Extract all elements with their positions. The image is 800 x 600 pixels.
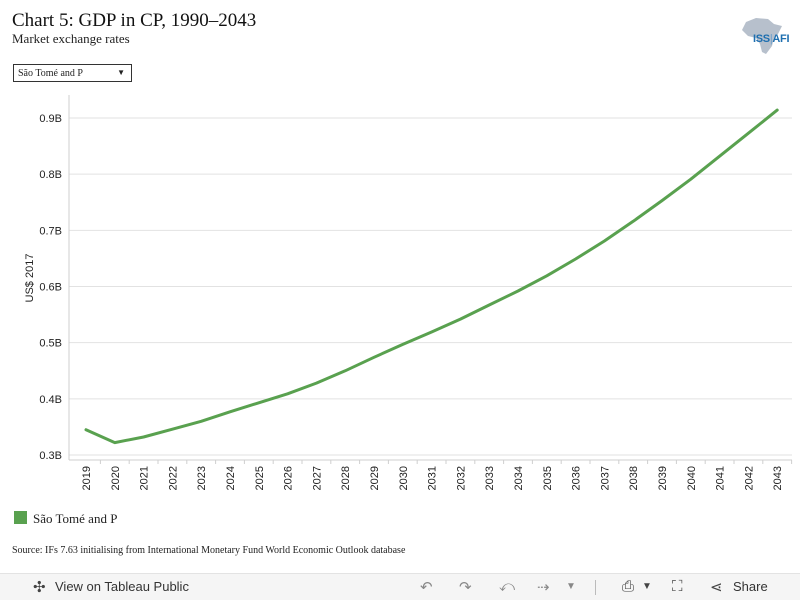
y-tick-label: 0.8B <box>39 169 62 181</box>
y-tick-label: 0.5B <box>39 338 62 350</box>
y-axis: 0.3B 0.4B 0.5B 0.6B 0.7B 0.8B 0.9B <box>39 95 70 462</box>
data-point[interactable] <box>286 392 289 395</box>
x-tick-label: 2019 <box>81 466 93 490</box>
data-point[interactable] <box>776 109 779 112</box>
grid-lines <box>69 117 792 456</box>
x-tick-label: 2036 <box>571 466 583 490</box>
data-point[interactable] <box>229 410 232 413</box>
chevron-down-icon: ▼ <box>117 68 125 77</box>
x-tick-label: 2025 <box>254 466 266 490</box>
data-point[interactable] <box>200 420 203 423</box>
x-tick-label: 2033 <box>484 466 496 490</box>
gdp-line-chart: 0.3B 0.4B 0.5B 0.6B 0.7B 0.8B 0.9B 2019 2020 202… <box>24 95 793 490</box>
data-point[interactable] <box>545 274 548 277</box>
data-point[interactable] <box>113 441 116 444</box>
x-axis: 2019 2020 2021 2022 2023 2024 2025 2026 2027 2028… <box>69 459 793 490</box>
data-point[interactable] <box>142 436 145 439</box>
series-lines <box>84 108 779 445</box>
legend-label: São Tomé and P <box>33 511 118 526</box>
y-tick-label: 0.3B <box>39 450 62 462</box>
data-point[interactable] <box>603 240 606 243</box>
revert-icon[interactable]: ⤺ <box>499 578 516 595</box>
legend-swatch <box>14 511 27 524</box>
toolbar-divider <box>595 580 596 595</box>
x-tick-label: 2031 <box>427 466 439 490</box>
share-button[interactable]: Share <box>733 579 768 594</box>
chart-subtitle: Market exchange rates <box>12 31 130 46</box>
iss-logo: ISS|AFI <box>753 33 790 45</box>
x-tick-label: 2043 <box>772 466 784 490</box>
x-tick-label: 2038 <box>628 466 640 490</box>
y-tick-label: 0.6B <box>39 282 62 294</box>
view-on-tableau-link[interactable]: View on Tableau Public <box>55 579 189 594</box>
data-point[interactable] <box>401 343 404 346</box>
y-tick-label: 0.7B <box>39 225 62 237</box>
data-point[interactable] <box>488 304 491 307</box>
africa-map-icon <box>742 18 782 54</box>
x-tick-label: 2021 <box>139 466 151 490</box>
data-point[interactable] <box>747 132 750 135</box>
legend: São Tomé and P <box>14 511 117 527</box>
x-tick-label: 2024 <box>225 466 237 490</box>
tableau-toolbar: ✣ View on Tableau Public ↶ ↷ ⤺ ⇢ ▼ ⎙ ▼ ⛶… <box>0 573 800 600</box>
data-point[interactable] <box>430 330 433 333</box>
x-tick-label: 2026 <box>283 466 295 490</box>
data-point[interactable] <box>171 428 174 431</box>
refresh-icon[interactable]: ⇢ <box>537 579 550 596</box>
x-tick-label: 2023 <box>196 466 208 490</box>
data-point[interactable] <box>689 178 692 181</box>
x-tick-label: 2040 <box>686 466 698 490</box>
data-point[interactable] <box>574 257 577 260</box>
source-note: Source: IFs 7.63 initialising from Inter… <box>12 545 406 556</box>
country-filter-value: São Tomé and P <box>18 68 83 79</box>
data-point[interactable] <box>257 401 260 404</box>
download-icon[interactable]: ⎙ <box>622 578 635 595</box>
data-point[interactable] <box>632 220 635 223</box>
x-tick-label: 2032 <box>455 466 467 490</box>
x-tick-label: 2027 <box>311 466 323 490</box>
x-tick-label: 2034 <box>513 466 525 490</box>
undo-icon[interactable]: ↶ <box>420 579 433 596</box>
data-point[interactable] <box>373 356 376 359</box>
chart-title: Chart 5: GDP in CP, 1990–2043 <box>12 10 257 31</box>
x-tick-label: 2022 <box>167 466 179 490</box>
tableau-icon[interactable]: ✣ <box>33 579 46 596</box>
download-dropdown-icon[interactable]: ▼ <box>642 581 652 592</box>
data-point[interactable] <box>315 382 318 385</box>
x-tick-label: 2030 <box>398 466 410 490</box>
data-point[interactable] <box>459 318 462 321</box>
x-tick-label: 2020 <box>110 466 122 490</box>
x-tick-label: 2035 <box>542 466 554 490</box>
y-tick-label: 0.4B <box>39 394 62 406</box>
x-tick-label: 2037 <box>599 466 611 490</box>
y-tick-label: 0.9B <box>39 113 62 125</box>
dropdown-icon[interactable]: ▼ <box>566 581 576 592</box>
share-icon[interactable]: ⋖ <box>710 579 723 596</box>
x-tick-label: 2028 <box>340 466 352 490</box>
country-filter-dropdown[interactable]: São Tomé and P ▼ <box>13 64 132 82</box>
y-axis-label: US$ 2017 <box>24 254 36 303</box>
data-point[interactable] <box>344 369 347 372</box>
x-tick-label: 2039 <box>657 466 669 490</box>
x-tick-label: 2029 <box>369 466 381 490</box>
fullscreen-icon[interactable]: ⛶ <box>672 578 683 595</box>
data-point[interactable] <box>661 199 664 202</box>
data-point[interactable] <box>85 428 88 431</box>
x-tick-label: 2042 <box>743 466 755 490</box>
series-line[interactable] <box>84 108 779 445</box>
redo-icon[interactable]: ↷ <box>459 579 472 596</box>
data-point[interactable] <box>718 155 721 158</box>
data-point[interactable] <box>517 289 520 292</box>
x-tick-label: 2041 <box>715 466 727 490</box>
